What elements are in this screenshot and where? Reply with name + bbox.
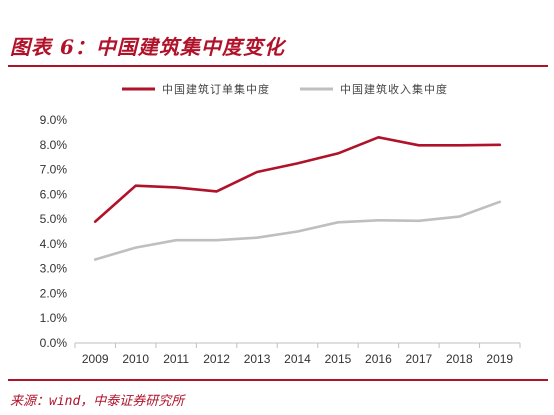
series-lines bbox=[93, 136, 502, 261]
x-tick-label: 2016 bbox=[365, 352, 392, 366]
y-tick-label: 6.0% bbox=[40, 187, 68, 201]
figure-title: 图表 6：中国建筑集中度变化 bbox=[10, 35, 285, 59]
x-axis: 2009 2010 2011 2012 2013 2014 2015 2016 2017 2018… bbox=[74, 342, 521, 366]
y-tick-label: 0.0% bbox=[40, 336, 68, 350]
x-tick-label: 2017 bbox=[406, 352, 433, 366]
title-underline bbox=[8, 65, 548, 67]
series-line-2 bbox=[93, 200, 502, 261]
chart-legend: 中国建筑订单集中度 中国建筑收入集中度 bbox=[122, 82, 448, 96]
x-tick-label: 2013 bbox=[244, 352, 271, 366]
x-tick-label: 2009 bbox=[82, 352, 109, 366]
y-tick-label: 3.0% bbox=[40, 262, 68, 276]
footer-rule bbox=[8, 379, 548, 381]
x-tick-label: 2018 bbox=[446, 352, 473, 366]
y-tick-label: 1.0% bbox=[40, 311, 68, 325]
source-note: 来源：wind，中泰证券研究所 bbox=[10, 394, 185, 409]
legend-label-2: 中国建筑收入集中度 bbox=[340, 82, 448, 96]
y-tick-label: 8.0% bbox=[40, 138, 68, 152]
x-tick-label: 2015 bbox=[325, 352, 352, 366]
y-tick-label: 7.0% bbox=[40, 163, 68, 177]
y-tick-label: 9.0% bbox=[40, 113, 68, 127]
x-tick-label: 2012 bbox=[203, 352, 230, 366]
y-tick-label: 4.0% bbox=[40, 237, 68, 251]
series-line-1 bbox=[93, 136, 502, 223]
y-tick-label: 5.0% bbox=[40, 212, 68, 226]
x-tick-label: 2019 bbox=[486, 352, 513, 366]
legend-label-1: 中国建筑订单集中度 bbox=[162, 82, 270, 96]
x-tick-label: 2010 bbox=[122, 352, 149, 366]
x-tick-label: 2011 bbox=[163, 352, 189, 366]
y-tick-label: 2.0% bbox=[40, 286, 68, 300]
x-tick-label: 2014 bbox=[284, 352, 311, 366]
y-axis: 0.0% 1.0% 2.0% 3.0% 4.0% 5.0% 6.0% 7.0% 8.0% 9.0% bbox=[40, 113, 68, 350]
